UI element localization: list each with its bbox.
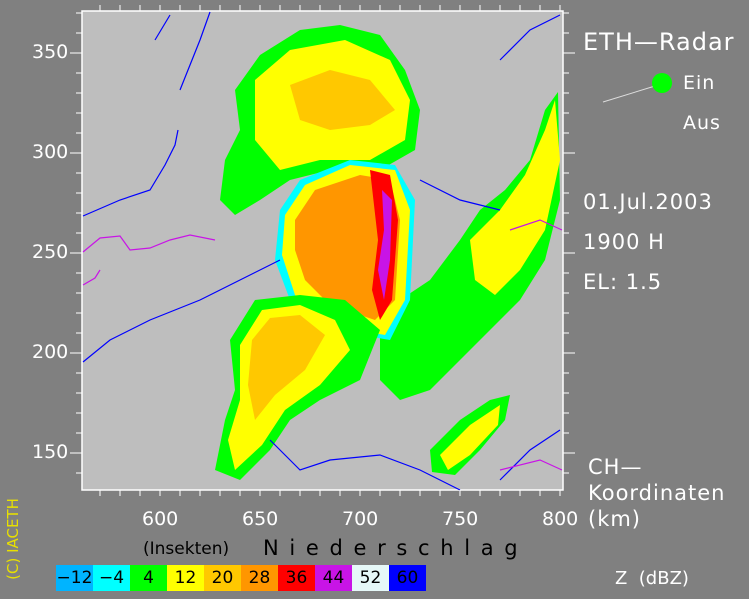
legend-swatch: 28 [241,565,278,591]
color-scale-legend: −12 −4 4 12 20 28 36 44 52 60 [56,565,426,591]
echo-sw-orange [248,315,325,420]
coord-label-line2: Koordinaten [588,481,726,505]
border-line [499,459,563,471]
x-tick-label: 700 [342,508,379,530]
x-tick-label: 650 [242,508,279,530]
river-line [499,14,561,481]
river-line [269,439,461,491]
legend-swatch: 52 [352,565,389,591]
echo-north-orange [290,70,395,130]
legend-swatch: 12 [167,565,204,591]
radar-echoes [215,25,560,480]
legend-swatch: −12 [56,565,93,591]
echo-east-green [380,92,560,400]
toggle-on-indicator[interactable] [652,73,672,93]
river-line [419,179,501,211]
radar-title: ETH—Radar [583,28,735,56]
y-tick-label: 300 [32,141,69,163]
elevation-label: EL: 1.5 [583,270,663,294]
rivers-and-borders [82,11,563,491]
x-tick-label: 600 [142,508,179,530]
x-tick-label: 800 [542,508,579,530]
precipitation-label: N i e d e r s c h l a g [263,536,520,560]
river-line [82,129,179,217]
legend-swatch: 36 [278,565,315,591]
copyright-label: (C) IACETH [3,498,22,580]
river-line [154,11,211,91]
toggle-on-label[interactable]: Ein [683,72,716,94]
border-line [82,269,101,286]
border-line [82,234,216,253]
echo-east-yellow [470,100,560,295]
axis-ticks [70,5,575,496]
echo-se-yellow [440,405,500,470]
legend-swatch: 60 [389,565,426,591]
border-line [509,219,563,231]
legend-swatch: 20 [204,565,241,591]
x-tick-label: 750 [442,508,479,530]
coord-label-line3: (km) [588,507,642,531]
legend-swatch: 44 [315,565,352,591]
y-tick-label: 350 [32,41,69,63]
unit-label: Z (dBZ) [615,568,689,589]
toggle-off-label[interactable]: Aus [683,112,721,134]
legend-swatch: −4 [93,565,130,591]
y-tick-label: 250 [32,241,69,263]
coord-label-line1: CH— [588,455,643,479]
y-tick-label: 200 [32,341,69,363]
legend-swatch: 4 [130,565,167,591]
insects-label: (Insekten) [143,539,230,559]
date-label: 01.Jul.2003 [583,190,713,214]
time-label: 1900 H [583,230,665,254]
y-tick-label: 150 [32,441,69,463]
toggle-switch-lever [602,85,656,103]
echo-central-magenta [378,190,392,300]
river-line [82,259,281,363]
